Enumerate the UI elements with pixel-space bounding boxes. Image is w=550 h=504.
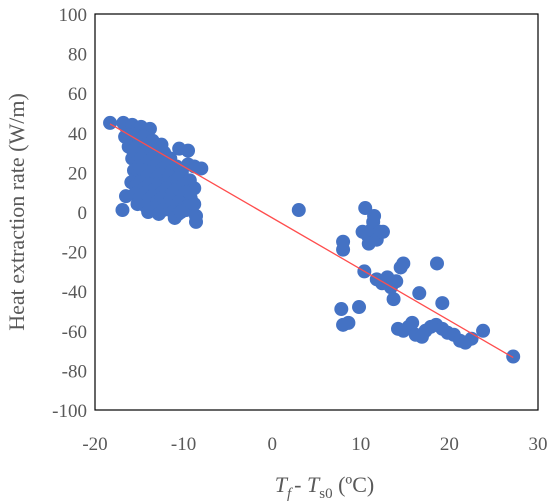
plot-area-frame <box>94 13 539 411</box>
x-axis-title: Tf - Ts0 (ºC) <box>275 472 375 502</box>
y-axis-title: Heat extraction rate (W/m) <box>4 93 29 331</box>
x-tick-label: 20 <box>440 434 459 455</box>
data-point <box>291 203 306 218</box>
x-axis-title-unit: (ºC) <box>333 472 375 497</box>
data-points <box>103 115 521 364</box>
data-point <box>103 115 118 130</box>
y-tick-label: -20 <box>62 243 87 264</box>
data-point <box>181 143 196 158</box>
y-tick-label: -40 <box>62 282 87 303</box>
data-point <box>476 323 491 338</box>
data-point <box>187 197 202 212</box>
x-tick-labels: -20 -10 0 10 20 30 <box>82 434 547 455</box>
x-axis-title-sub1: f <box>287 486 293 502</box>
y-tick-label: 100 <box>59 5 88 26</box>
data-point <box>506 349 521 364</box>
y-tick-label: 80 <box>68 45 87 66</box>
y-tick-labels: 100 80 60 40 20 0 -20 -40 -60 -80 -100 <box>52 5 87 422</box>
x-axis-title-t2: T <box>307 472 321 497</box>
data-point <box>412 286 427 301</box>
data-point <box>141 205 156 219</box>
y-tick-label: 0 <box>78 203 88 224</box>
data-point <box>396 256 411 271</box>
data-point <box>334 302 349 317</box>
data-point <box>352 300 367 315</box>
x-axis-title-sub2: s0 <box>319 486 332 502</box>
data-point <box>386 292 401 307</box>
data-point <box>429 256 444 271</box>
x-tick-label: -10 <box>171 434 196 455</box>
x-tick-label: -20 <box>82 434 107 455</box>
trendline <box>109 123 514 359</box>
data-point <box>375 224 390 239</box>
x-tick-label: 30 <box>529 434 548 455</box>
data-point <box>435 296 450 311</box>
x-tick-label: 10 <box>351 434 370 455</box>
data-point <box>405 315 420 330</box>
x-axis-title-mid: - <box>294 472 307 497</box>
y-tick-label: 20 <box>68 163 87 184</box>
data-point <box>336 242 351 257</box>
y-tick-label: 40 <box>68 124 87 145</box>
data-point <box>389 274 404 289</box>
y-tick-label: 60 <box>68 84 87 105</box>
x-axis-title-t1: T <box>275 472 289 497</box>
data-point <box>366 214 381 229</box>
y-tick-label: -80 <box>62 361 87 382</box>
data-point <box>194 161 209 176</box>
data-point <box>361 236 376 251</box>
data-point <box>189 214 204 229</box>
x-tick-label: 0 <box>267 434 277 455</box>
y-tick-label: -60 <box>62 322 87 343</box>
data-point <box>151 206 166 221</box>
data-point <box>115 203 130 218</box>
data-point <box>173 205 188 219</box>
y-tick-label: -100 <box>52 401 87 422</box>
data-point <box>341 315 356 330</box>
